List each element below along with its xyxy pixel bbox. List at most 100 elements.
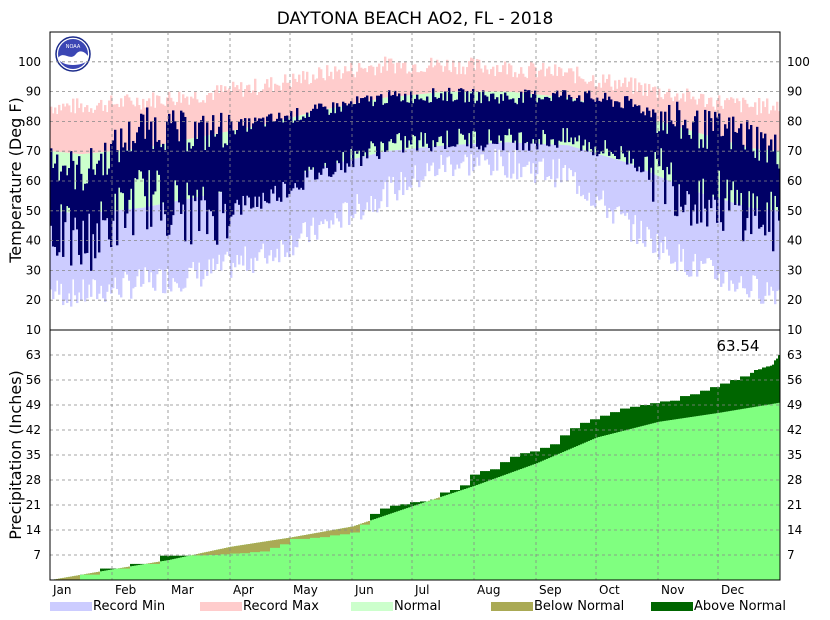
record-max-bar: [682, 93, 685, 129]
above-normal-bar: [690, 394, 693, 418]
record-max-bar: [620, 86, 623, 111]
below-normal-bar: [324, 531, 327, 538]
above-normal-bar: [430, 499, 433, 501]
record-min-bar: [604, 156, 607, 206]
observed-temp-bar: [602, 98, 605, 154]
record-max-bar: [262, 89, 265, 125]
observed-temp-bar: [672, 124, 675, 187]
normal-precip-bar: [92, 572, 95, 580]
normal-precip-bar: [456, 491, 459, 580]
below-normal-bar: [216, 549, 219, 555]
observed-temp-bar: [578, 95, 581, 136]
normal-precip-bar: [280, 539, 283, 580]
normal-precip-bar: [670, 420, 673, 580]
normal-precip-bar: [294, 536, 297, 580]
normal-precip-bar: [634, 427, 637, 580]
observed-temp-bar: [158, 140, 161, 175]
temp-tick-label-right: 70: [787, 144, 802, 158]
record-min-bar: [486, 143, 489, 160]
above-normal-bar: [472, 474, 475, 487]
normal-precip-bar: [596, 437, 599, 580]
observed-temp-bar: [358, 103, 361, 151]
normal-precip-bar: [774, 403, 777, 580]
above-normal-bar: [694, 394, 697, 417]
below-normal-bar: [322, 531, 325, 538]
record-max-bar: [612, 90, 615, 109]
record-min-bar: [496, 142, 499, 171]
normal-precip-bar: [492, 479, 495, 580]
below-normal-bar: [250, 543, 253, 553]
above-normal-bar: [474, 474, 477, 486]
observed-temp-bar: [52, 168, 55, 247]
observed-temp-bar: [474, 103, 477, 132]
normal-precip-bar: [758, 406, 761, 580]
record-max-bar: [472, 58, 475, 92]
below-normal-bar: [154, 562, 157, 564]
record-min-bar: [274, 180, 277, 258]
above-normal-bar: [662, 401, 665, 422]
record-min-bar: [594, 153, 597, 208]
observed-temp-bar: [104, 142, 107, 221]
record-min-bar: [318, 167, 321, 225]
record-max-bar: [614, 80, 617, 110]
record-max-bar: [204, 102, 207, 136]
observed-temp-bar: [592, 99, 595, 156]
record-max-bar: [242, 96, 245, 129]
normal-precip-bar: [712, 413, 715, 580]
record-max-bar: [692, 96, 695, 132]
record-max-bar: [50, 106, 53, 152]
record-min-bar: [408, 148, 411, 187]
record-min-bar: [590, 151, 593, 206]
record-max-bar: [266, 79, 269, 124]
above-normal-bar: [764, 367, 767, 406]
normal-precip-bar: [752, 407, 755, 580]
observed-temp-bar: [90, 148, 93, 271]
record-max-bar: [566, 72, 569, 98]
below-normal-bar: [212, 550, 215, 555]
record-max-bar: [778, 111, 781, 151]
record-max-bar: [656, 97, 659, 121]
record-max-bar: [250, 92, 253, 127]
record-max-bar: [298, 74, 301, 116]
above-normal-bar: [516, 456, 519, 471]
normal-precip-bar: [138, 564, 141, 580]
record-min-bar: [732, 202, 735, 284]
observed-temp-bar: [624, 96, 627, 158]
normal-precip-bar: [302, 535, 305, 580]
record-max-bar: [582, 79, 585, 102]
observed-temp-bar: [656, 132, 659, 160]
observed-temp-bar: [266, 116, 269, 203]
record-min-bar: [416, 148, 419, 182]
record-min-bar: [224, 191, 227, 255]
below-normal-bar: [262, 541, 265, 552]
record-min-bar: [752, 208, 755, 276]
observed-temp-bar: [388, 90, 391, 142]
record-min-bar: [302, 172, 305, 224]
observed-temp-bar: [732, 116, 735, 182]
record-max-bar: [282, 82, 285, 120]
record-min-bar: [530, 143, 533, 174]
above-normal-bar: [708, 390, 711, 415]
record-min-bar: [524, 143, 527, 167]
above-normal-bar: [742, 376, 745, 409]
record-min-bar: [260, 184, 263, 250]
observed-temp-bar: [534, 90, 537, 144]
legend-swatch: [200, 602, 242, 611]
record-min-bar: [288, 176, 291, 258]
below-normal-bar: [230, 546, 233, 554]
observed-temp-bar: [276, 118, 279, 201]
record-max-bar: [580, 78, 583, 101]
normal-precip-bar: [664, 420, 667, 580]
normal-precip-bar: [384, 515, 387, 580]
observed-temp-bar: [182, 112, 185, 205]
normal-precip-bar: [142, 564, 145, 580]
record-min-bar: [354, 158, 357, 214]
normal-precip-bar: [636, 427, 639, 580]
above-normal-bar: [136, 563, 139, 566]
below-normal-bar: [78, 575, 81, 580]
record-max-bar: [484, 65, 487, 92]
observed-temp-bar: [88, 168, 91, 214]
observed-temp-bar: [160, 147, 163, 221]
record-min-bar: [384, 151, 387, 183]
above-normal-bar: [770, 365, 773, 405]
